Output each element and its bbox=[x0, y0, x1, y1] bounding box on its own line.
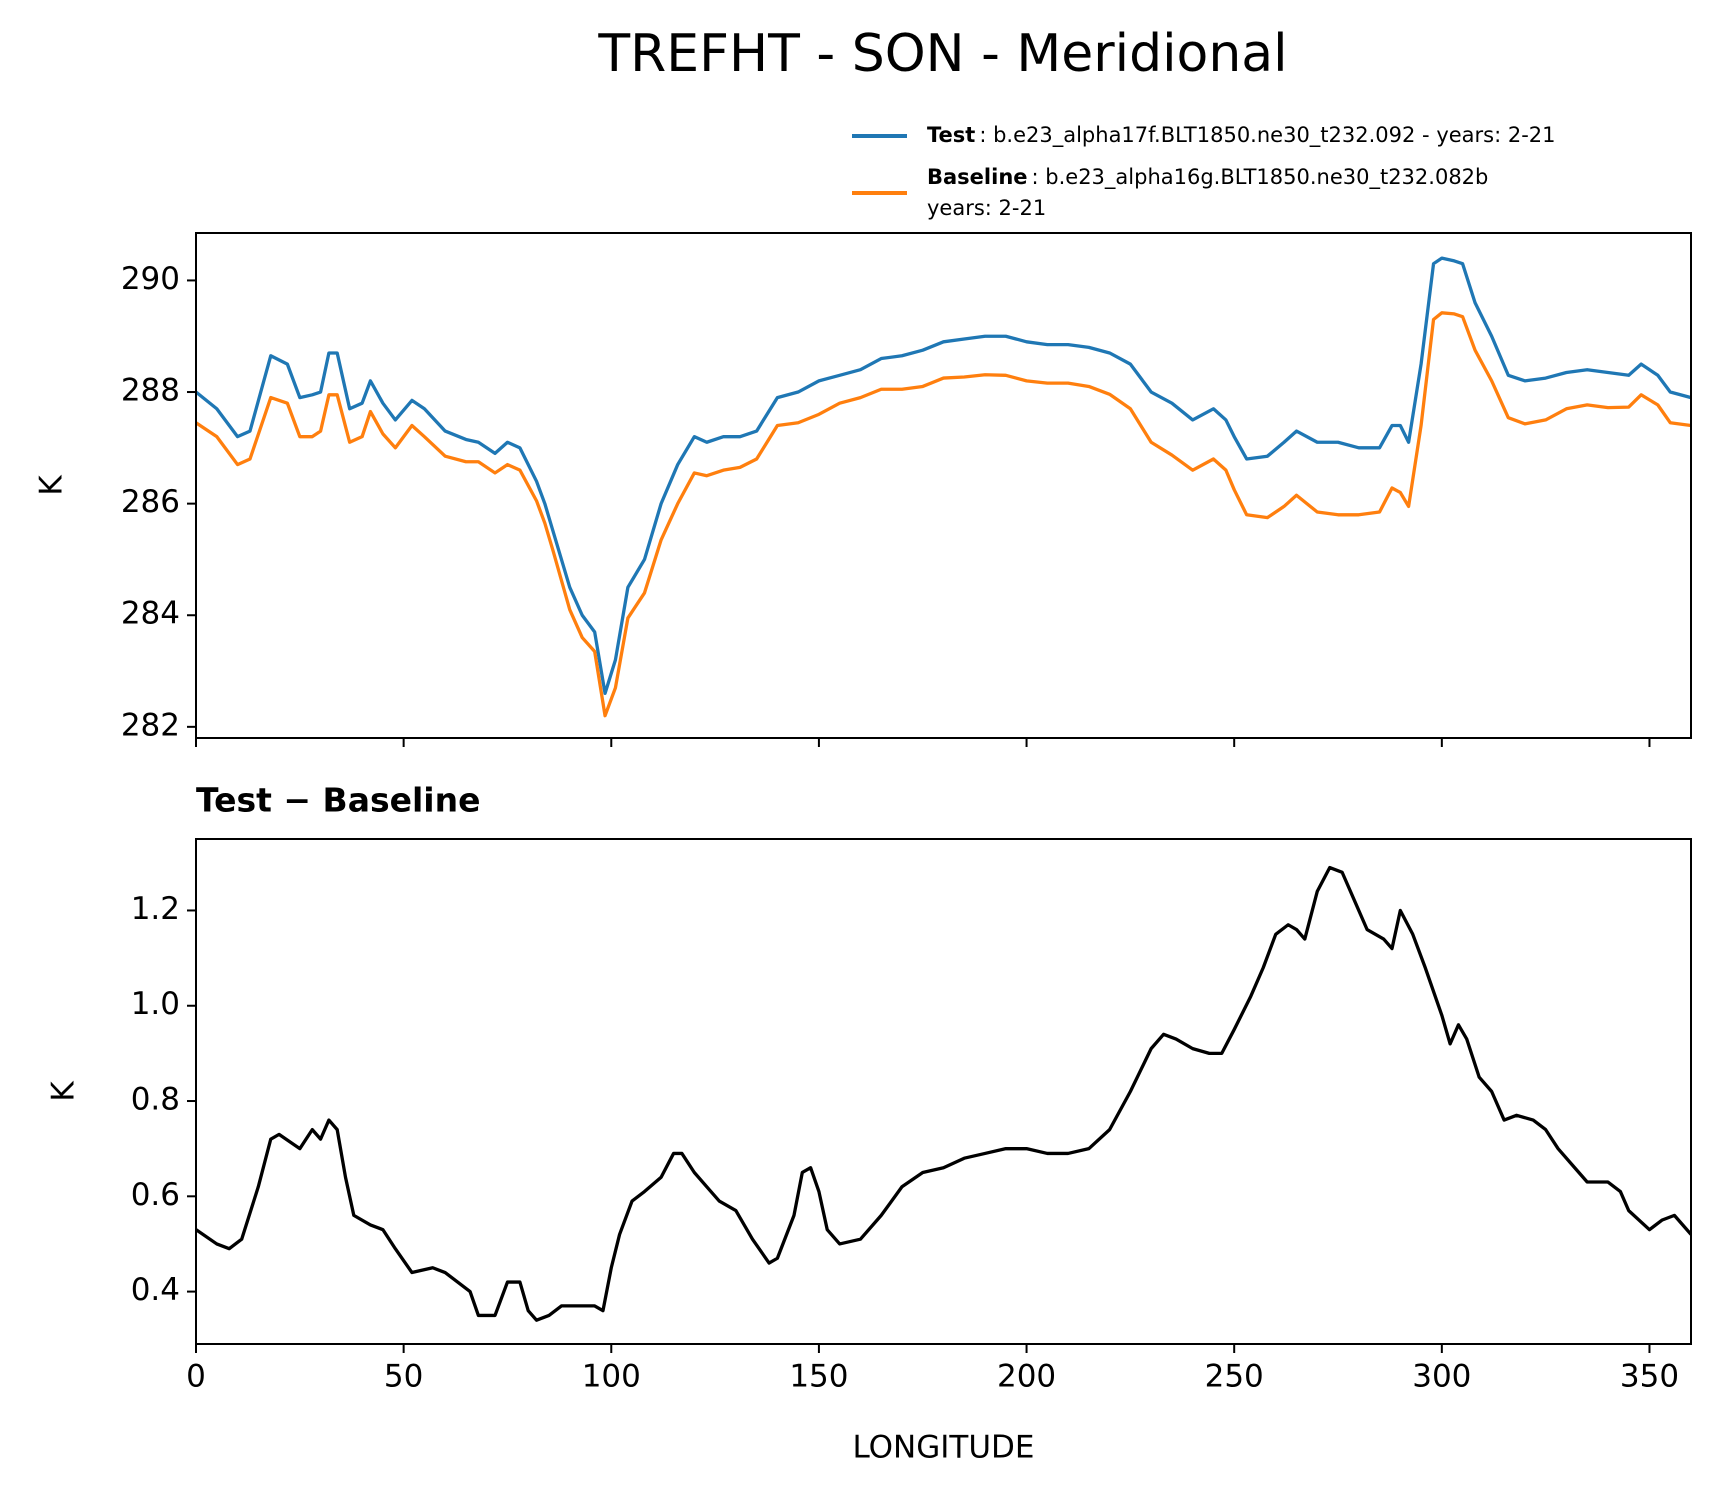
legend-name: Test bbox=[927, 123, 975, 147]
panel-title: Test − Baseline bbox=[196, 781, 481, 820]
plot-frame bbox=[195, 838, 1692, 1345]
y-tick-label: 0.6 bbox=[131, 1177, 180, 1213]
data-line bbox=[196, 865, 1691, 1322]
x-tick-label: 0 bbox=[186, 1359, 206, 1395]
y-tick-label: 282 bbox=[121, 707, 180, 743]
data-line bbox=[196, 256, 1691, 696]
x-tick-label: 50 bbox=[384, 1359, 423, 1395]
x-tick-label: 100 bbox=[582, 1359, 641, 1395]
y-tick-label: 286 bbox=[121, 484, 180, 520]
x-axis-label: LONGITUDE bbox=[852, 1430, 1034, 1466]
x-tick-label: 350 bbox=[1620, 1359, 1679, 1395]
y-axis-label: K bbox=[46, 1081, 82, 1102]
legend-text: : b.e23_alpha17f.BLT1850.ne30_t232.092 -… bbox=[979, 123, 1555, 148]
figure-title: TREFHT - SON - Meridional bbox=[597, 24, 1287, 84]
data-line bbox=[196, 311, 1691, 718]
y-tick-label: 290 bbox=[121, 261, 180, 297]
x-tick-label: 150 bbox=[789, 1359, 848, 1395]
legend-name: Baseline bbox=[927, 165, 1028, 189]
y-tick-label: 284 bbox=[121, 596, 180, 632]
x-tick-label: 300 bbox=[1412, 1359, 1471, 1395]
plot-frame bbox=[195, 232, 1692, 739]
y-tick-label: 0.8 bbox=[131, 1082, 180, 1118]
y-tick-label: 1.2 bbox=[131, 891, 180, 927]
legend-text: : b.e23_alpha16g.BLT1850.ne30_t232.082b bbox=[1032, 165, 1489, 190]
x-tick-label: 200 bbox=[997, 1359, 1056, 1395]
x-tick-label: 250 bbox=[1205, 1359, 1264, 1395]
y-tick-label: 0.4 bbox=[131, 1272, 180, 1308]
y-tick-label: 1.0 bbox=[131, 986, 180, 1022]
y-axis-label: K bbox=[34, 475, 70, 496]
y-tick-label: 288 bbox=[121, 373, 180, 409]
legend-text: years: 2-21 bbox=[927, 196, 1046, 220]
